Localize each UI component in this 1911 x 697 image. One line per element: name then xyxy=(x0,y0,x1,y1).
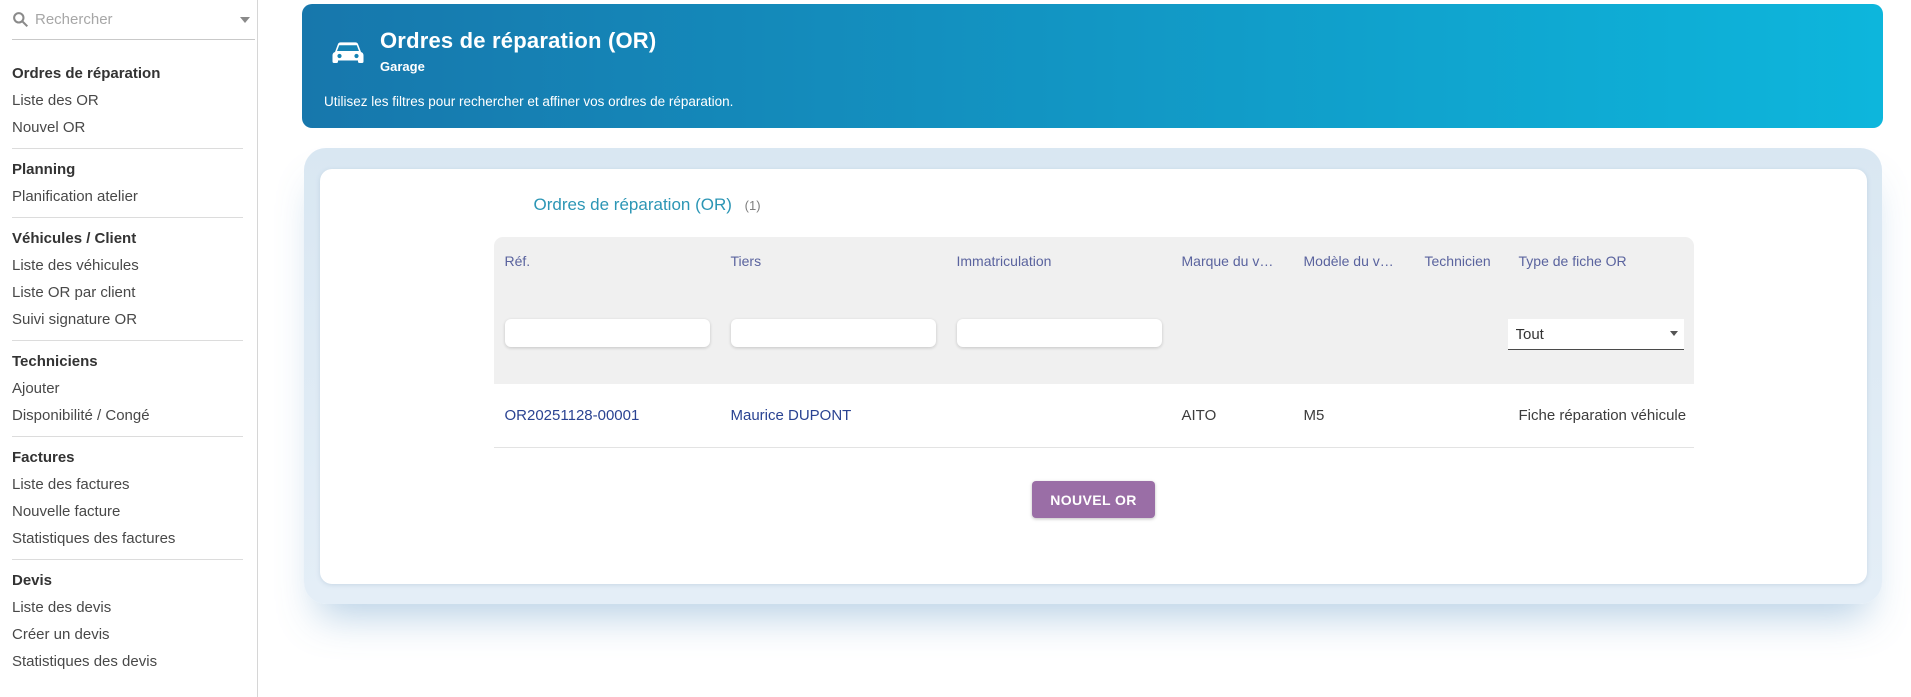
content-container: Ordres de réparation (OR) (1) Réf. Tiers… xyxy=(304,148,1882,604)
sidebar-item-liste-des-factures[interactable]: Liste des factures xyxy=(12,476,130,493)
table-header: Réf. Tiers Immatriculation Marque du v… … xyxy=(493,237,1694,384)
cell-tiers-link[interactable]: Maurice DUPONT xyxy=(730,407,852,424)
nav-section-techniciens: Techniciens xyxy=(12,353,98,370)
car-icon xyxy=(330,39,366,69)
divider xyxy=(12,217,243,218)
search-dropdown-caret[interactable] xyxy=(240,16,250,23)
sidebar: Ordres de réparation Liste des OR Nouvel… xyxy=(0,0,258,697)
cell-marque: AITO xyxy=(1181,407,1217,424)
sidebar-item-liste-des-devis[interactable]: Liste des devis xyxy=(12,599,112,616)
panel-title: Ordres de réparation (OR) xyxy=(533,195,732,214)
cell-immatriculation xyxy=(946,384,1171,447)
nav-section-factures: Factures xyxy=(12,449,75,466)
sidebar-search xyxy=(12,0,255,40)
filter-ref-input[interactable] xyxy=(504,319,710,347)
sidebar-nav: Ordres de réparation Liste des OR Nouvel… xyxy=(12,60,257,675)
search-input[interactable] xyxy=(29,7,240,32)
column-header-tiers: Tiers xyxy=(730,253,762,269)
column-header-modele: Modèle du v… xyxy=(1303,253,1394,269)
column-header-ref: Réf. xyxy=(504,253,531,269)
column-header-immatriculation: Immatriculation xyxy=(956,253,1052,269)
sidebar-item-liste-or-par-client[interactable]: Liste OR par client xyxy=(12,284,136,301)
page-header-banner: Ordres de réparation (OR) Garage Utilise… xyxy=(302,4,1883,128)
nav-section-planning: Planning xyxy=(12,161,76,178)
divider xyxy=(12,559,243,560)
nav-section-vehicules-client: Véhicules / Client xyxy=(12,230,137,247)
sidebar-item-disponibilite-conge[interactable]: Disponibilité / Congé xyxy=(12,407,150,424)
filter-type-fiche-select[interactable]: Tout xyxy=(1507,319,1684,350)
sidebar-item-nouvel-or[interactable]: Nouvel OR xyxy=(12,119,86,136)
column-header-technicien: Technicien xyxy=(1424,253,1491,269)
table-row[interactable]: OR20251128-00001 Maurice DUPONT AITO M5 … xyxy=(493,384,1694,448)
sidebar-item-liste-des-or[interactable]: Liste des OR xyxy=(12,92,99,109)
search-icon xyxy=(12,11,29,28)
page-title: Ordres de réparation (OR) xyxy=(380,28,657,53)
column-header-type-fiche-or: Type de fiche OR xyxy=(1518,253,1627,269)
sidebar-item-nouvelle-facture[interactable]: Nouvelle facture xyxy=(12,503,121,520)
sidebar-item-suivi-signature-or[interactable]: Suivi signature OR xyxy=(12,311,138,328)
cell-ref-link[interactable]: OR20251128-00001 xyxy=(504,407,640,424)
divider xyxy=(12,436,243,437)
sidebar-item-liste-des-vehicules[interactable]: Liste des véhicules xyxy=(12,257,139,274)
nav-section-devis: Devis xyxy=(12,572,53,589)
nav-section-ordres: Ordres de réparation xyxy=(12,65,161,82)
cell-technicien xyxy=(1414,384,1508,447)
column-headers-row: Réf. Tiers Immatriculation Marque du v… … xyxy=(494,237,1694,299)
column-header-marque: Marque du v… xyxy=(1181,253,1274,269)
sidebar-item-ajouter[interactable]: Ajouter xyxy=(12,380,60,397)
cell-type-fiche: Fiche réparation véhicule xyxy=(1518,407,1687,424)
divider xyxy=(12,148,243,149)
divider xyxy=(12,340,243,341)
sidebar-item-planification-atelier[interactable]: Planification atelier xyxy=(12,188,138,205)
cell-modele: M5 xyxy=(1303,407,1325,424)
nouvel-or-button[interactable]: NOUVEL OR xyxy=(1032,481,1155,518)
filter-row: Tout xyxy=(494,299,1694,384)
page-subtitle: Garage xyxy=(380,59,425,74)
result-count: (1) xyxy=(744,198,761,213)
sidebar-item-statistiques-des-factures[interactable]: Statistiques des factures xyxy=(12,530,176,547)
or-list-card: Ordres de réparation (OR) (1) Réf. Tiers… xyxy=(320,169,1867,584)
sidebar-item-statistiques-des-devis[interactable]: Statistiques des devis xyxy=(12,653,158,670)
panel-title-row: Ordres de réparation (OR) (1) xyxy=(494,169,1694,237)
page-description: Utilisez les filtres pour rechercher et … xyxy=(324,94,734,109)
filter-immatriculation-input[interactable] xyxy=(956,319,1162,347)
filter-tiers-input[interactable] xyxy=(730,319,936,347)
sidebar-item-creer-un-devis[interactable]: Créer un devis xyxy=(12,626,110,643)
